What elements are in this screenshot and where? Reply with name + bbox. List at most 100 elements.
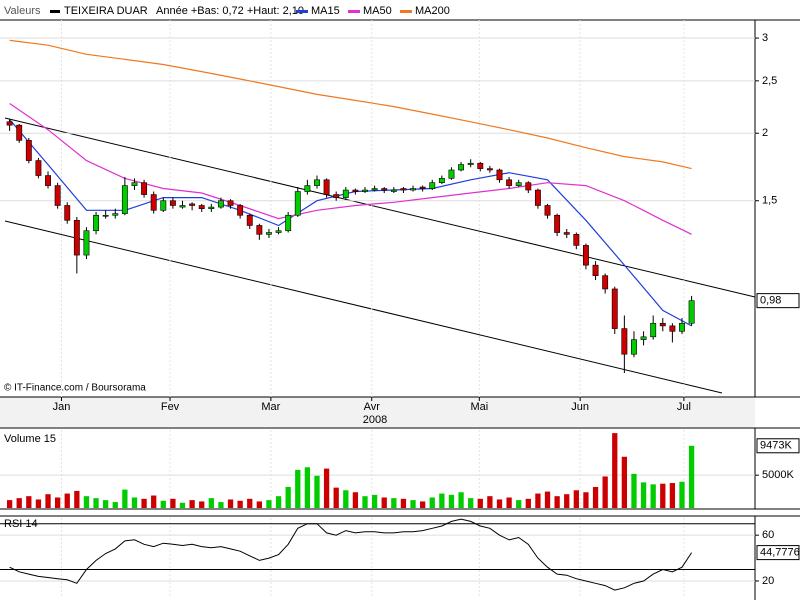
volume-bar (131, 497, 138, 508)
volume-bar (400, 498, 407, 508)
candle-body (169, 200, 176, 206)
candle-body (266, 232, 272, 235)
value-label: 44,7776 (760, 547, 800, 559)
volume-bar (179, 502, 186, 508)
volume-bar (362, 496, 368, 508)
candle-body (294, 191, 301, 216)
candle-body (688, 300, 695, 324)
legend-swatch (348, 10, 360, 13)
candle-body (496, 169, 503, 181)
y-tick-label: 2 (762, 127, 768, 139)
volume-bar (391, 498, 397, 508)
candle-body (16, 124, 23, 141)
candle-body (93, 214, 99, 232)
volume-bar (688, 445, 695, 508)
candle-body (237, 205, 244, 216)
volume-bar (323, 468, 330, 508)
candle-body (659, 322, 666, 327)
volume-bar (6, 500, 13, 508)
candle-body (64, 205, 71, 221)
volume-bar (64, 493, 70, 508)
volume-bar (112, 502, 118, 508)
volume-bar (199, 501, 205, 508)
volume-bar (333, 487, 339, 508)
candle-body (275, 230, 282, 233)
volume-bar (83, 496, 90, 508)
candle-body (6, 121, 13, 126)
volume-bar (468, 498, 474, 508)
candle-body (525, 182, 532, 191)
volume-bar (621, 456, 628, 508)
candle-body (381, 188, 388, 191)
candle-body (390, 189, 397, 192)
volume-bar (343, 490, 349, 508)
legend-swatch (296, 10, 308, 13)
y-tick-label: 3 (762, 32, 768, 44)
volume-bar (381, 497, 387, 508)
x-axis-band (0, 397, 755, 427)
volume-bar (218, 502, 224, 508)
candle-body (189, 203, 196, 206)
volume-bar (93, 498, 99, 508)
volume-bar (583, 492, 589, 508)
volume-bar (612, 433, 618, 508)
trend-line (4, 220, 723, 394)
candle-body (285, 214, 292, 232)
candle-body (227, 200, 234, 206)
volume-bar (54, 497, 61, 508)
candle-body (621, 328, 628, 355)
y-tick-label: 20 (762, 575, 774, 587)
candle-body (73, 220, 80, 256)
candle-body (534, 189, 541, 206)
volume-bar (429, 497, 435, 508)
value-box (756, 293, 800, 309)
volume-bar (247, 498, 253, 508)
volume-bar (151, 495, 157, 508)
volume-bar (266, 500, 272, 508)
volume-bar (141, 498, 147, 508)
x-tick-label: Jul (677, 401, 691, 413)
candle-body (54, 185, 61, 206)
volume-bar (227, 499, 234, 508)
volume-bar (573, 490, 579, 508)
candle-body (141, 182, 148, 195)
candle-body (323, 179, 330, 195)
candle-body (102, 214, 109, 217)
volume-bar (631, 473, 637, 508)
volume-bar (679, 481, 685, 508)
panel-title: Volume 15 (4, 433, 56, 445)
x-tick-label: Jun (571, 401, 589, 413)
volume-bar (640, 482, 647, 508)
volume-bar (45, 494, 51, 508)
candle-body (438, 178, 445, 183)
legend-swatch (50, 10, 60, 13)
candle-body (486, 168, 493, 171)
candle-body (650, 322, 657, 338)
legend-label: MA200 (415, 5, 450, 17)
volume-bar (554, 496, 560, 508)
volume-bar (650, 484, 656, 508)
volume-bar (256, 501, 262, 508)
volume-bar (304, 467, 311, 508)
candle-body (458, 164, 465, 171)
candle-body (112, 213, 119, 216)
candle-body (602, 275, 609, 290)
legend-swatch (400, 10, 412, 13)
candle-body (563, 232, 570, 235)
candle-body (477, 162, 484, 169)
moving-average (9, 39, 692, 170)
candle-body (611, 288, 618, 329)
value-box (756, 545, 800, 561)
volume-bar (275, 496, 282, 508)
candle-body (669, 325, 676, 332)
y-tick-label: 1,5 (762, 195, 777, 207)
value-label: 9473K (760, 440, 792, 452)
volume-bar (74, 490, 80, 508)
x-tick-label: Avr (364, 401, 381, 413)
legend-label: MA15 (311, 5, 340, 17)
volume-bar (237, 500, 243, 508)
volume-bar (160, 500, 166, 508)
trend-line (4, 117, 756, 298)
source: © IT-Finance.com / Boursorama (4, 383, 146, 394)
candle-body (448, 169, 455, 179)
